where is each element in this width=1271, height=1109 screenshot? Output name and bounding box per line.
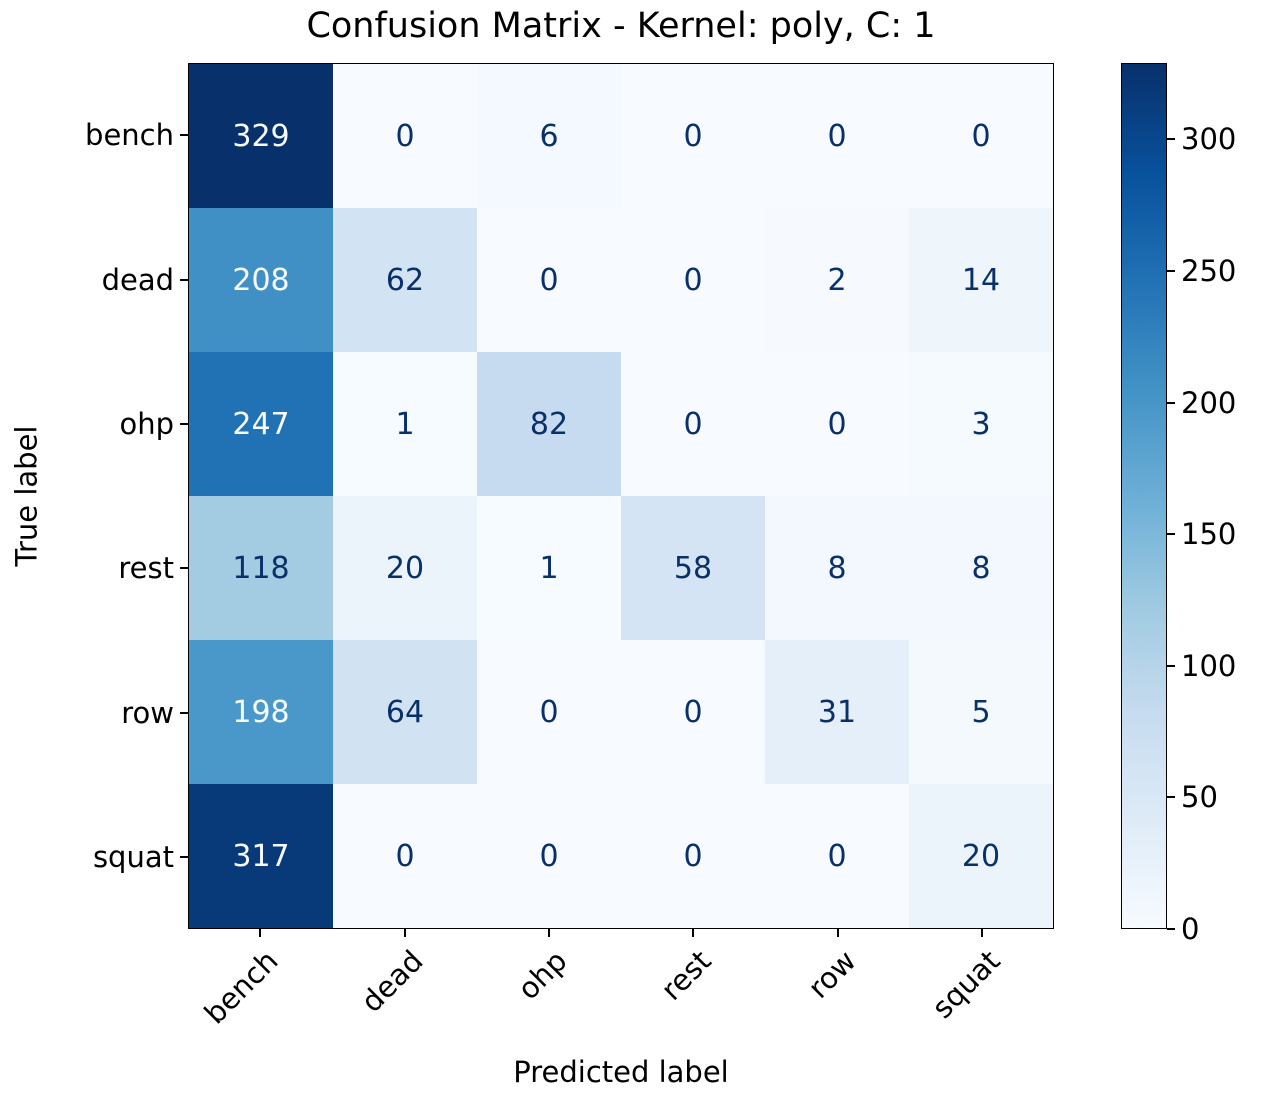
colorbar-tick-mark: [1167, 138, 1175, 141]
colorbar-tick-mark: [1167, 401, 1175, 404]
matrix-cell: 0: [333, 64, 477, 208]
y-axis-title-text: True label: [9, 425, 44, 567]
matrix-cell: 6: [477, 64, 621, 208]
matrix-cell: 8: [765, 496, 909, 640]
matrix-cell: 62: [333, 208, 477, 352]
matrix-cell: 1: [477, 496, 621, 640]
matrix-cell: 14: [909, 208, 1053, 352]
matrix-cell: 0: [765, 64, 909, 208]
matrix-cell: 329: [189, 64, 333, 208]
matrix-cell: 8: [909, 496, 1053, 640]
matrix-cell: 0: [477, 208, 621, 352]
y-tick-label: squat: [92, 839, 174, 874]
colorbar-tick-label: 100: [1181, 648, 1237, 683]
x-axis-title: Predicted label: [513, 1055, 729, 1089]
y-tick-mark: [180, 567, 188, 570]
matrix-cell: 0: [621, 640, 765, 784]
heatmap-grid: 329 0 6 0 0 0 208 62 0 0 2 14 247 1 82 0 0 3 118 20 1 58 8 8 198…: [188, 63, 1054, 929]
matrix-cell: 64: [333, 640, 477, 784]
colorbar-tick-label: 200: [1181, 385, 1237, 420]
x-tick-mark: [980, 929, 983, 937]
colorbar: [1121, 63, 1167, 929]
y-tick-mark: [180, 711, 188, 714]
matrix-cell: 0: [333, 784, 477, 928]
x-tick-mark: [692, 929, 695, 937]
y-tick-mark: [180, 278, 188, 281]
x-tick-mark: [259, 929, 262, 937]
matrix-cell: 247: [189, 352, 333, 496]
colorbar-tick-mark: [1167, 269, 1175, 272]
matrix-cell: 0: [477, 784, 621, 928]
matrix-cell: 58: [621, 496, 765, 640]
matrix-cell: 5: [909, 640, 1053, 784]
matrix-cell: 208: [189, 208, 333, 352]
matrix-cell: 0: [621, 64, 765, 208]
matrix-cell: 0: [765, 784, 909, 928]
y-tick-mark: [180, 134, 188, 137]
matrix-cell: 198: [189, 640, 333, 784]
colorbar-tick-mark: [1167, 928, 1175, 930]
x-tick-mark: [836, 929, 839, 937]
matrix-cell: 31: [765, 640, 909, 784]
y-axis-title: True label: [6, 63, 46, 929]
colorbar-tick-label: 300: [1181, 122, 1237, 157]
matrix-cell: 317: [189, 784, 333, 928]
colorbar-tick-label: 250: [1181, 253, 1237, 288]
matrix-cell: 0: [477, 640, 621, 784]
y-tick-label: rest: [118, 551, 174, 586]
matrix-cell: 118: [189, 496, 333, 640]
colorbar-tick-label: 50: [1181, 780, 1218, 815]
y-tick-label: ohp: [119, 406, 174, 441]
matrix-cell: 82: [477, 352, 621, 496]
colorbar-tick-mark: [1167, 664, 1175, 667]
matrix-cell: 3: [909, 352, 1053, 496]
matrix-cell: 0: [621, 352, 765, 496]
x-tick-mark: [547, 929, 550, 937]
matrix-cell: 20: [909, 784, 1053, 928]
matrix-cell: 1: [333, 352, 477, 496]
colorbar-tick-mark: [1167, 796, 1175, 799]
matrix-cell: 0: [765, 352, 909, 496]
colorbar-tick-label: 0: [1181, 912, 1200, 946]
matrix-cell: 0: [621, 784, 765, 928]
colorbar-tick-mark: [1167, 533, 1175, 536]
y-tick-label: dead: [101, 262, 174, 297]
y-tick-mark: [180, 422, 188, 425]
y-tick-label: row: [121, 695, 174, 730]
matrix-cell: 0: [909, 64, 1053, 208]
matrix-cell: 2: [765, 208, 909, 352]
matrix-cell: 20: [333, 496, 477, 640]
y-tick-mark: [180, 855, 188, 858]
chart-title: Confusion Matrix - Kernel: poly, C: 1: [306, 6, 936, 46]
matrix-cell: 0: [621, 208, 765, 352]
x-tick-mark: [403, 929, 406, 937]
y-tick-label: bench: [85, 118, 174, 153]
colorbar-tick-label: 150: [1181, 517, 1237, 552]
